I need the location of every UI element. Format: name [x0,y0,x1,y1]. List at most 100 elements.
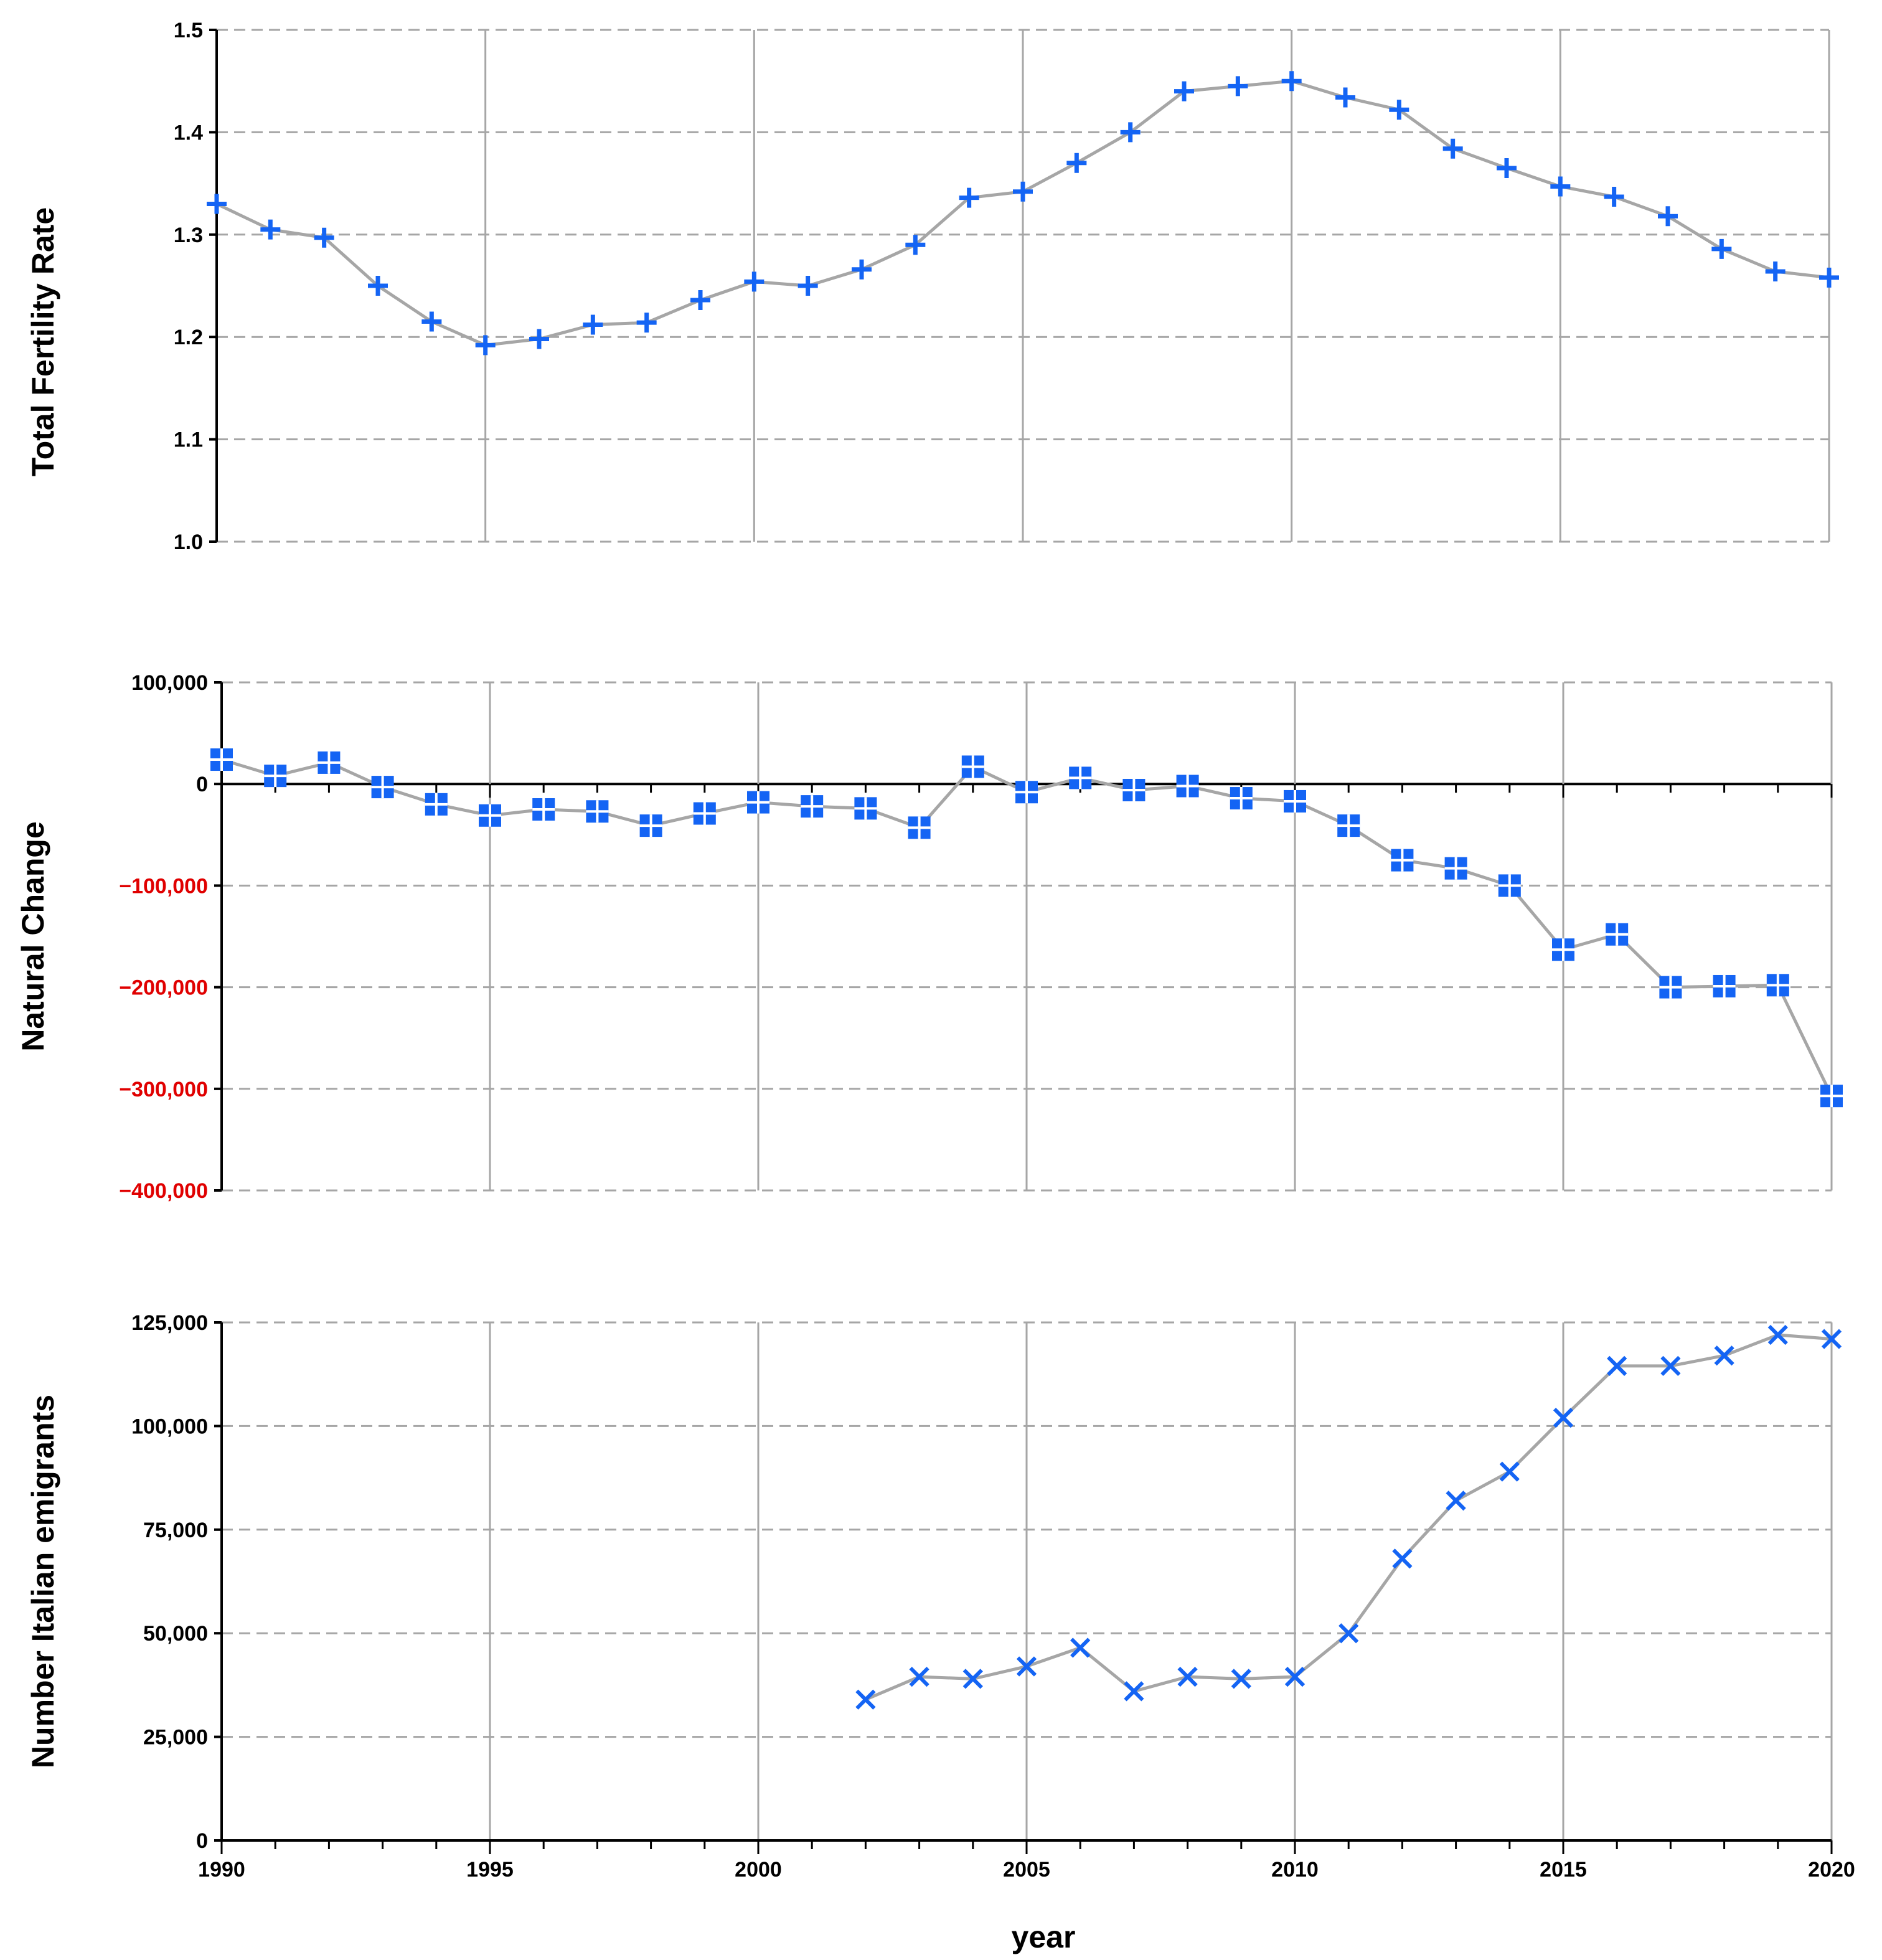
natural-change-point [371,776,394,799]
fertility-y-tick-label: 1.4 [174,121,203,144]
emigrants-y-tick-label: 100,000 [131,1415,208,1438]
fertility-point [1819,267,1839,288]
natural-change-point [961,755,984,778]
natural-change-point-cross [1015,781,1038,804]
emigrants-x-tick-label: 2015 [1540,1858,1587,1882]
natural-change-point [479,804,501,827]
natural-change-point-cross [961,755,984,778]
emigrants-point [1660,1355,1681,1377]
fertility-point [1765,261,1786,281]
natural-change-point [693,802,716,825]
emigrants-x-tick-label: 1990 [198,1858,245,1882]
natural-change-point [1552,938,1574,961]
fertility-point [1066,153,1087,173]
fertility-point [1658,206,1678,227]
natural-change-panel: −400,000 −300,000 −200,000 −100,000 0 100,000… [16,671,1843,1203]
natural-change-point-cross [1391,849,1414,872]
natural-change-point [1176,775,1199,798]
natural-change-point-cross [1284,789,1306,813]
natural-change-y-axis-title: Natural Change [16,821,50,1052]
natural-change-y-tick-label: 0 [196,773,208,796]
emigrants-y-tick-label: 25,000 [143,1726,208,1750]
fertility-y-tick-label: 1.0 [174,530,203,554]
fertility-point [260,219,281,240]
natural-change-point-cross [747,791,769,814]
natural-change-point-cross [854,797,877,820]
emigrants-point [1714,1345,1734,1366]
natural-change-point-cross [1337,814,1360,837]
emigrants-point [962,1669,983,1689]
fertility-y-tick-label: 1.5 [174,19,203,42]
natural-change-point [1606,923,1629,946]
fertility-point [1604,186,1624,207]
natural-change-point-cross [1122,778,1146,801]
natural-change-point [747,791,769,814]
natural-change-point [1659,976,1682,999]
fertility-point [1174,81,1194,101]
x-axis-title: year [1012,1920,1076,1954]
emigrants-point [1607,1355,1627,1377]
emigrants-y-axis-title: Number Italian emigrants [26,1395,60,1768]
natural-change-point-cross [586,800,609,823]
natural-change-point [1230,787,1253,810]
natural-change-point [210,748,233,771]
fertility-point [368,276,388,296]
fertility-y-tick-label: 1.2 [174,326,203,349]
fertility-point [959,187,979,208]
fertility-point [475,335,496,356]
emigrants-point [1177,1666,1198,1687]
natural-change-y-tick-label: −300,000 [119,1078,208,1101]
fertility-point [1497,158,1517,178]
natural-change-y-tick-label: −100,000 [119,874,208,898]
natural-change-point [1284,789,1306,813]
fertility-point [1013,181,1033,202]
fertility-point [529,329,549,349]
fertility-point [852,259,872,280]
fertility-point [1120,122,1141,143]
emigrants-y-tick-label: 0 [196,1829,208,1853]
natural-change-point-cross [210,748,233,771]
emigrants-point [1446,1491,1466,1511]
natural-change-point [318,751,341,774]
natural-change-point-cross [908,816,931,839]
natural-change-point-cross [264,765,287,788]
fertility-point [421,311,442,332]
emigrants-point [1821,1329,1842,1349]
emigrants-x-tick-label: 2005 [1003,1858,1050,1882]
natural-change-point [1820,1085,1843,1108]
emigrants-point [1231,1669,1251,1689]
fertility-y-tick-label: 1.1 [174,428,203,452]
fertility-y-axis-title: Total Fertility Rate [26,207,60,476]
natural-change-point [1713,974,1736,997]
natural-change-y-tick-label: 100,000 [131,671,208,695]
natural-change-point-cross [318,751,341,774]
emigrants-point [1284,1666,1306,1687]
natural-change-point-cross [1498,874,1521,897]
fertility-point [1281,71,1302,92]
natural-change-point [854,797,877,820]
natural-change-point-cross [1766,974,1789,997]
natural-change-point-cross [1552,938,1574,961]
natural-change-point [908,816,931,839]
fertility-point [207,194,227,214]
fertility-point [797,276,818,296]
natural-change-point-cross [1176,775,1199,798]
emigrants-y-tick-label: 75,000 [143,1519,208,1542]
natural-change-point-cross [425,793,448,816]
fertility-point [636,313,657,333]
natural-change-point [1444,857,1467,880]
natural-change-point-cross [1069,766,1092,789]
emigrants-point [1016,1656,1037,1677]
emigrants-y-tick-label: 125,000 [131,1311,208,1335]
emigrants-point [1499,1461,1520,1482]
natural-change-point [586,800,609,823]
emigrants-x-tick-label: 1995 [466,1858,514,1882]
natural-change-point-cross [1230,787,1253,810]
fertility-point [583,314,603,335]
natural-change-point-cross [1713,974,1736,997]
natural-change-point-cross [532,798,555,821]
natural-change-point [1122,778,1146,801]
emigrants-x-tick-label: 2010 [1271,1858,1319,1882]
natural-change-point-cross [693,802,716,825]
